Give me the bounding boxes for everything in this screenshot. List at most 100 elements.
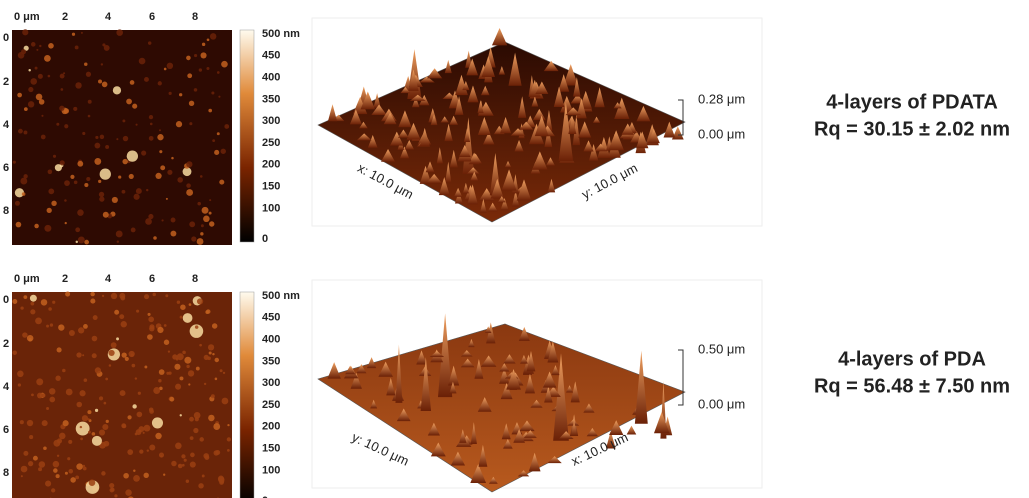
colorbar-label: 0 (262, 233, 268, 245)
caption: 4-layers of PDATA (826, 91, 998, 113)
map-grain (68, 469, 73, 474)
map-grain (209, 221, 214, 226)
map-y-tick: 4 (3, 119, 10, 131)
map-grain (20, 306, 23, 309)
map-grain (167, 170, 172, 175)
map-grain (199, 344, 202, 347)
map-grain (99, 192, 104, 197)
map-grain (168, 371, 171, 374)
colorbar-label: 250 (262, 399, 280, 411)
map-grain (190, 436, 194, 440)
map-grain (12, 299, 17, 304)
map-grain (175, 443, 182, 450)
map-grain (17, 93, 22, 98)
map-grain (180, 414, 182, 416)
map-grain (24, 131, 28, 135)
surface-peak (672, 126, 684, 139)
map-grain (127, 150, 138, 161)
map-grain (164, 324, 167, 327)
z-axis (678, 350, 683, 405)
map-grain (169, 92, 172, 95)
map-grain (214, 150, 219, 155)
map-grain (212, 323, 217, 328)
map-grain (68, 440, 72, 444)
map-grain (46, 325, 49, 328)
map-grain (133, 470, 135, 472)
map-grain (24, 107, 28, 111)
map-grain (183, 313, 193, 323)
map-grain (222, 398, 229, 405)
map-grain (87, 410, 91, 414)
map-grain (118, 175, 121, 178)
colorbar-label: 450 (262, 312, 280, 324)
map-grain (213, 423, 220, 430)
map-grain (215, 378, 218, 381)
map-grain (84, 183, 88, 187)
figure: 0 μm246802468500 nm450400350300250200150… (0, 0, 1029, 498)
map-grain (184, 459, 187, 462)
map-grain (177, 177, 183, 183)
map-grain (202, 474, 205, 477)
map-grain (210, 33, 217, 40)
map-grain (20, 420, 24, 424)
map-grain (158, 379, 161, 382)
colorbar-label: 350 (262, 93, 280, 105)
map-grain (125, 357, 129, 361)
map-grain (95, 409, 98, 412)
map-grain (80, 438, 83, 441)
map-grain (55, 164, 62, 171)
map-grain (184, 357, 191, 364)
map-grain (139, 449, 143, 453)
map-grain (39, 99, 45, 105)
map-grain (99, 196, 104, 201)
map-grain (164, 68, 167, 71)
map-grain (73, 107, 77, 111)
map-grain (148, 41, 151, 44)
map-grain (189, 101, 194, 106)
map-grain (109, 364, 111, 366)
map-grain (94, 158, 101, 165)
surface-axis-left: y: 10.0 μm (350, 429, 412, 468)
map-grain (65, 292, 70, 297)
map-grain (215, 450, 220, 455)
map-grain (153, 236, 157, 240)
map-grain (208, 415, 214, 421)
map-grain (13, 161, 16, 164)
map-grain (23, 295, 27, 299)
map-grain (206, 67, 209, 70)
map-grain (28, 461, 33, 466)
colorbar-label: 200 (262, 159, 280, 171)
map-grain (159, 453, 164, 458)
map-grain (102, 295, 104, 297)
map-grain (197, 298, 203, 304)
map-grain (87, 418, 89, 420)
map-grain (55, 375, 60, 380)
map-grain (186, 480, 189, 483)
map-grain (53, 155, 56, 158)
map-grain (22, 192, 26, 196)
map-grain (187, 73, 192, 78)
map-grain (194, 54, 197, 57)
map-grain (83, 324, 88, 329)
map-grain (57, 347, 62, 352)
map-grain (112, 197, 118, 203)
map-grain (122, 352, 127, 357)
map-grain (77, 209, 83, 215)
map-grain (65, 472, 68, 475)
map-grain (211, 394, 215, 398)
map-grain (219, 180, 224, 185)
map-grain (59, 106, 64, 111)
map-grain (21, 49, 26, 54)
map-grain (189, 417, 194, 422)
map-grain (161, 219, 163, 221)
map-y-tick: 6 (3, 162, 9, 174)
colorbar-label: 500 nm (262, 290, 300, 302)
map-grain (111, 488, 115, 492)
map-grain (92, 432, 96, 436)
surface-peak (328, 104, 337, 121)
map-grain (149, 115, 153, 119)
map-grain (144, 294, 149, 299)
map-grain (76, 422, 90, 436)
map-grain (149, 445, 155, 451)
map-grain (152, 417, 163, 428)
